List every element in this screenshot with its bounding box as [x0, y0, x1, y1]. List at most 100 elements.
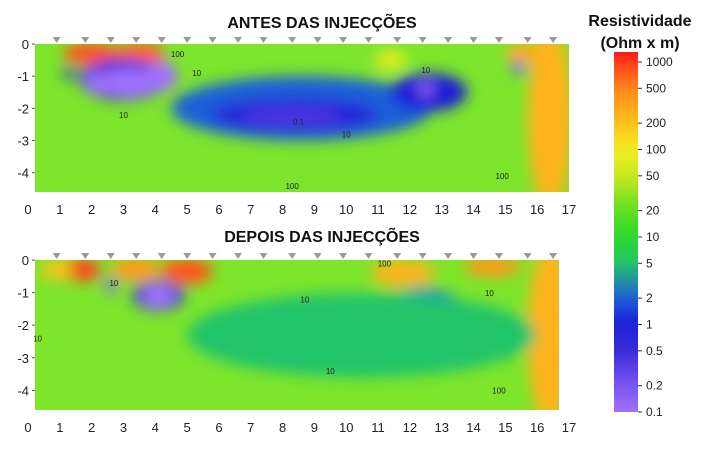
electrode-marker — [259, 253, 268, 259]
colorbar: Resistividade (Ohm x m) 1000 500 200 100 50 2… — [588, 13, 691, 419]
electrode-marker — [259, 37, 268, 43]
x-tick-label: 10 — [339, 420, 353, 435]
electrode-marker — [81, 253, 90, 259]
x-ticks-after: 0 1 2 3 4 5 6 7 8 9 10 11 12 13 14 15 16 17 — [24, 420, 576, 435]
contour-labels-before: 100 10 10 10 0.1 10 100 100 — [119, 50, 509, 191]
resistivity-anomaly — [104, 279, 118, 293]
x-tick-label: 1 — [56, 420, 63, 435]
x-tick-label: 0 — [24, 202, 31, 217]
x-tick-label: 11 — [371, 202, 385, 217]
y-tick-label: -4 — [17, 383, 29, 398]
electrode-marker — [364, 37, 373, 43]
resistivity-anomaly — [63, 68, 76, 78]
x-tick-label: 2 — [88, 420, 95, 435]
electrode-marker — [444, 253, 453, 259]
x-tick-label: 13 — [434, 202, 448, 217]
colorbar-tick-label: 0.1 — [646, 405, 663, 419]
x-tick-label: 5 — [184, 202, 191, 217]
x-tick-label: 15 — [498, 420, 512, 435]
x-tick-label: 0 — [24, 420, 31, 435]
contour-labels-after: 100 10 10 10 10 10 100 — [33, 260, 506, 396]
anomalies-after — [40, 260, 559, 410]
resistivity-anomaly — [527, 44, 569, 192]
electrode-marker — [393, 253, 402, 259]
electrode-marker — [208, 37, 217, 43]
electrodes-after — [52, 253, 558, 259]
resistivity-anomaly — [63, 44, 121, 65]
y-tick-label: 0 — [22, 37, 29, 52]
electrode-marker — [132, 253, 141, 259]
contour-label: 10 — [326, 367, 335, 376]
contour-label: 0.1 — [293, 117, 305, 126]
electrode-marker — [523, 253, 532, 259]
y-tick-label: -3 — [17, 134, 29, 149]
resistivity-anomaly — [417, 81, 434, 98]
resistivity-anomaly — [463, 260, 522, 277]
electrode-marker — [364, 253, 373, 259]
electrode-marker — [157, 253, 166, 259]
heatmap-after — [35, 260, 559, 410]
electrodes-before — [52, 37, 558, 43]
resistivity-anomaly — [40, 260, 73, 280]
x-tick-label: 6 — [215, 202, 222, 217]
x-tick-label: 4 — [152, 420, 159, 435]
x-tick-label: 6 — [215, 420, 222, 435]
contour-label: 100 — [492, 387, 506, 396]
y-ticks-after: 0 -1 -2 -3 -4 — [17, 253, 35, 398]
x-tick-label: 3 — [120, 420, 127, 435]
resistivity-anomaly — [527, 260, 559, 410]
x-tick-label: 1 — [56, 202, 63, 217]
colorbar-tick-label: 0.5 — [646, 344, 663, 358]
electrode-marker — [549, 37, 558, 43]
electrode-marker — [234, 37, 243, 43]
electrode-marker — [157, 37, 166, 43]
electrode-marker — [106, 37, 115, 43]
x-tick-label: 12 — [403, 420, 417, 435]
contour-label: 100 — [495, 172, 509, 181]
colorbar-tick-label: 1 — [646, 317, 653, 331]
electrode-marker — [418, 253, 427, 259]
electrode-marker — [418, 37, 427, 43]
x-tick-label: 17 — [562, 420, 576, 435]
contour-label: 10 — [109, 279, 118, 288]
colorbar-tick-label: 2 — [646, 291, 653, 305]
resistivity-anomaly — [101, 68, 159, 98]
x-tick-label: 2 — [88, 202, 95, 217]
resistivity-anomaly — [511, 61, 525, 75]
y-ticks-before: 0 -1 -2 -3 -4 — [17, 37, 35, 181]
colorbar-title-line2: (Ohm x m) — [600, 35, 679, 52]
colorbar-gradient — [614, 52, 638, 412]
y-tick-label: -2 — [17, 318, 29, 333]
resistivity-anomaly — [63, 260, 102, 282]
electrode-marker — [234, 253, 243, 259]
chart-title-after: DEPOIS DAS INJECÇÕES — [224, 226, 420, 246]
x-tick-label: 12 — [403, 202, 417, 217]
electrode-marker — [183, 37, 192, 43]
y-tick-label: -1 — [17, 286, 29, 301]
x-tick-label: 10 — [339, 202, 353, 217]
electrode-marker — [313, 37, 322, 43]
resistivity-anomaly — [241, 106, 344, 127]
y-tick-label: 0 — [22, 253, 29, 268]
electrode-marker — [288, 37, 297, 43]
x-tick-label: 4 — [152, 202, 159, 217]
colorbar-tick-label: 100 — [646, 142, 666, 156]
resistivity-anomaly — [145, 61, 178, 91]
colorbar-tick-label: 1000 — [646, 55, 673, 69]
y-tick-label: -1 — [17, 69, 29, 84]
anomalies-before — [63, 44, 569, 192]
colorbar-tick-label: 200 — [646, 116, 666, 130]
electrode-marker — [106, 253, 115, 259]
electrode-marker — [52, 253, 61, 259]
x-tick-label: 7 — [247, 420, 254, 435]
resistivity-anomaly — [371, 260, 436, 287]
x-ticks-before: 0 1 2 3 4 5 6 7 8 9 10 11 12 13 14 15 16 17 — [24, 202, 576, 217]
electrode-marker — [494, 253, 503, 259]
contour-label: 10 — [300, 295, 309, 304]
chart-title-before: ANTES DAS INJECÇÕES — [227, 12, 417, 32]
x-tick-label: 13 — [434, 420, 448, 435]
colorbar-title-line1: Resistividade — [588, 13, 691, 30]
